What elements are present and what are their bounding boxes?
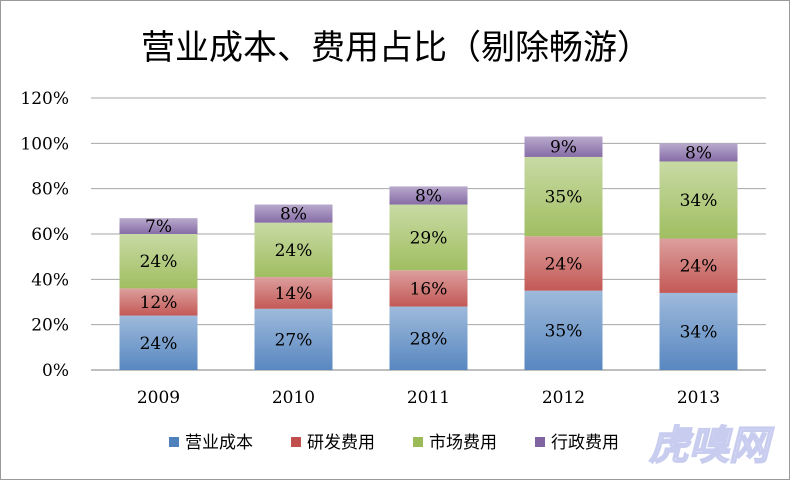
data-label: 24% xyxy=(140,334,178,354)
x-axis-ticks: 2009 2010 2011 2012 2013 xyxy=(137,388,720,408)
bar-segment xyxy=(659,238,738,293)
legend-label: 市场费用 xyxy=(429,433,497,453)
bar-segment xyxy=(524,290,603,370)
y-tick-label: 80% xyxy=(31,180,69,200)
y-tick-label: 20% xyxy=(31,316,69,336)
legend-label: 研发费用 xyxy=(307,433,375,453)
data-label: 8% xyxy=(280,205,307,225)
bar-segment xyxy=(254,277,333,309)
data-label: 29% xyxy=(410,228,448,248)
data-label: 16% xyxy=(410,279,448,299)
bar-segment xyxy=(659,292,738,370)
data-label: 9% xyxy=(550,138,577,158)
data-label: 24% xyxy=(680,257,718,277)
data-label: 24% xyxy=(545,254,583,274)
data-label: 24% xyxy=(140,252,178,272)
x-tick-label: 2010 xyxy=(272,388,315,408)
legend-swatch xyxy=(169,437,179,447)
bar-segment xyxy=(119,234,198,289)
bar-segment xyxy=(119,288,198,316)
data-label: 34% xyxy=(680,191,718,211)
bar-segment xyxy=(119,315,198,370)
y-tick-label: 60% xyxy=(31,225,69,245)
bar-segment xyxy=(659,161,738,239)
data-label: 27% xyxy=(275,330,313,350)
bars: 24% 12% 24% 7% 27% 14% 24% 8% 28% 16% 29% 8% 35% 24% 3… xyxy=(119,136,738,370)
bar-segment xyxy=(524,156,603,237)
data-label: 24% xyxy=(275,241,313,261)
legend-swatch xyxy=(413,437,423,447)
data-label: 35% xyxy=(545,321,583,341)
bar-segment xyxy=(254,204,333,223)
data-label: 34% xyxy=(680,322,718,342)
data-label: 7% xyxy=(145,217,172,237)
watermark-text: 虎嗅网 xyxy=(649,423,775,469)
legend-label: 营业成本 xyxy=(185,433,253,453)
bar-segment xyxy=(524,136,603,157)
legend-swatch xyxy=(291,437,301,447)
legend: 营业成本 研发费用 市场费用 行政费用 xyxy=(169,433,619,453)
data-label: 12% xyxy=(140,293,178,313)
bar-segment xyxy=(659,143,738,162)
legend-swatch xyxy=(535,437,545,447)
legend-label: 行政费用 xyxy=(551,433,619,453)
data-label: 35% xyxy=(545,188,583,208)
data-label: 14% xyxy=(275,284,313,304)
y-tick-label: 120% xyxy=(20,89,69,109)
x-tick-label: 2013 xyxy=(677,388,720,408)
chart-title: 营业成本、费用占比（剔除畅游） xyxy=(141,28,651,68)
bar-segment xyxy=(119,218,198,234)
bar-segment xyxy=(524,236,603,291)
y-tick-label: 0% xyxy=(42,361,69,381)
y-axis-ticks: 0% 20% 40% 60% 80% 100% 120% xyxy=(20,89,69,381)
bar-segment xyxy=(389,306,468,370)
y-tick-label: 100% xyxy=(20,134,69,154)
bar-segment xyxy=(254,308,333,370)
x-tick-label: 2012 xyxy=(542,388,585,408)
data-label: 28% xyxy=(410,329,448,349)
bar-segment xyxy=(389,186,468,205)
bar-segment xyxy=(254,222,333,278)
x-tick-label: 2009 xyxy=(137,388,180,408)
x-tick-label: 2011 xyxy=(407,388,450,408)
bar-segment xyxy=(389,270,468,307)
bar-segment xyxy=(389,204,468,271)
data-label: 8% xyxy=(415,186,442,206)
data-label: 8% xyxy=(685,143,712,163)
y-tick-label: 40% xyxy=(31,270,69,290)
